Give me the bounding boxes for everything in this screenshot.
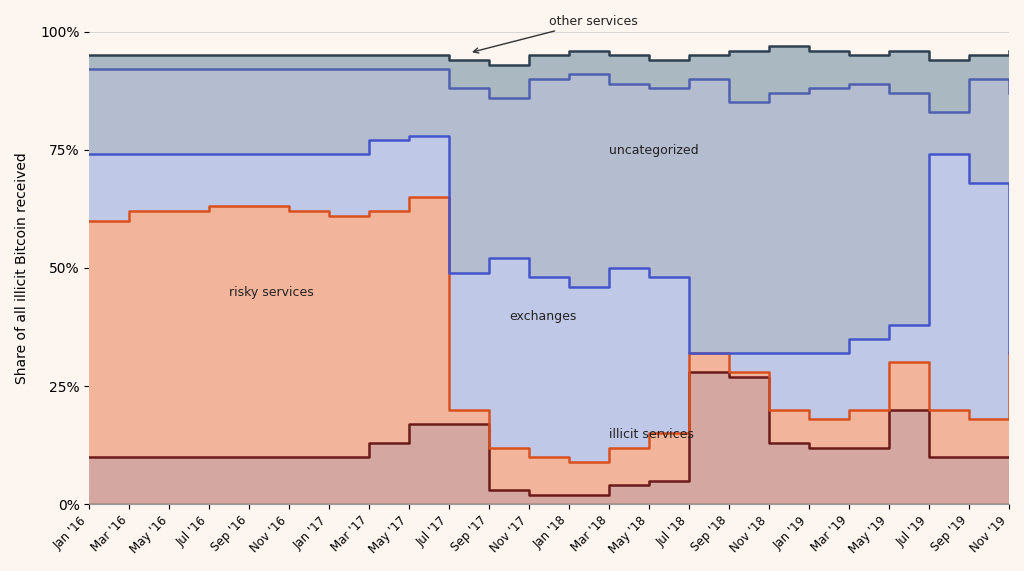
Text: exchanges: exchanges <box>509 310 577 323</box>
Text: other services: other services <box>473 14 638 53</box>
Text: illicit services: illicit services <box>609 428 694 441</box>
Y-axis label: Share of all illicit Bitcoin received: Share of all illicit Bitcoin received <box>15 152 29 384</box>
Text: uncategorized: uncategorized <box>609 144 698 158</box>
Text: risky services: risky services <box>229 286 314 299</box>
